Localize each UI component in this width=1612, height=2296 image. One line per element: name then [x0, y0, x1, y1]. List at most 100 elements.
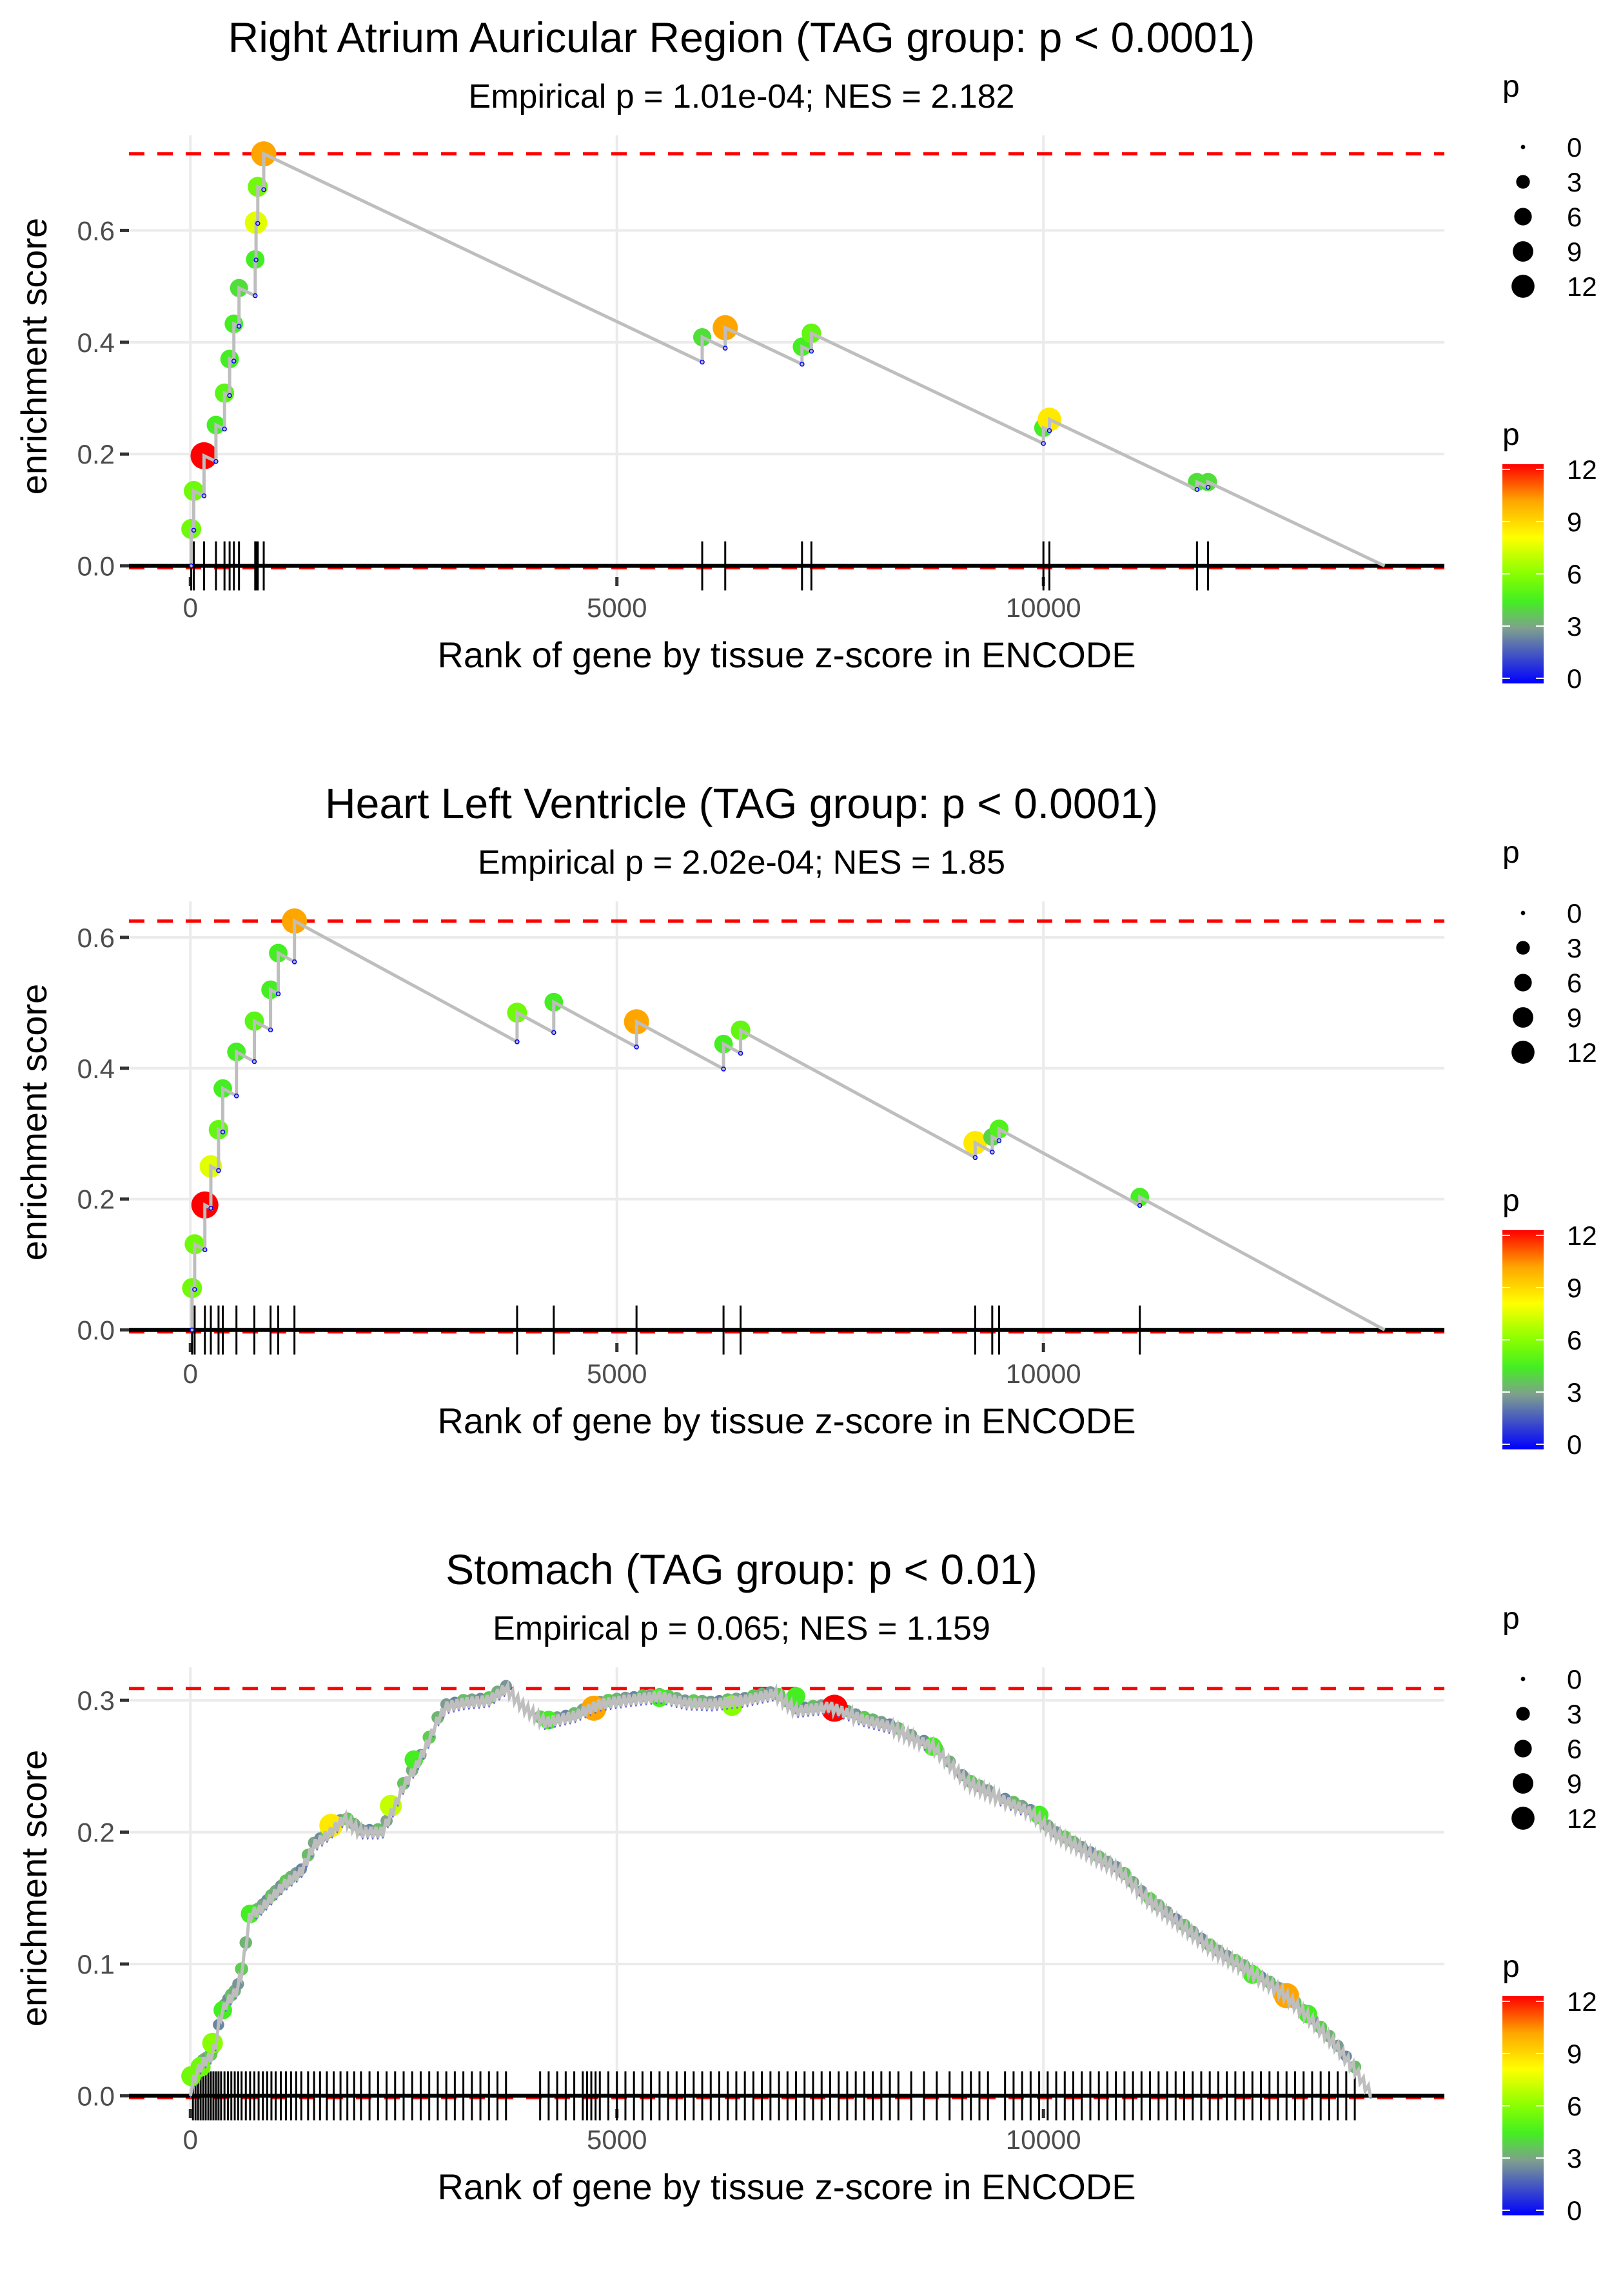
size-legend-label: 12: [1567, 1803, 1597, 1834]
color-legend-label: 6: [1567, 2091, 1582, 2121]
base-point: [1137, 1202, 1143, 1208]
chart-subtitle: Empirical p = 2.02e-04; NES = 1.85: [477, 844, 1005, 881]
color-legend-title: p: [1502, 418, 1520, 452]
base-point: [222, 426, 227, 432]
size-legend-key: [1511, 275, 1535, 298]
panel-heart-left-ventricle: Heart Left Ventricle (TAG group: p < 0.0…: [0, 766, 1612, 1530]
color-legend-label: 3: [1567, 2143, 1582, 2173]
y-tick-label: 0.2: [77, 439, 115, 469]
y-tick-label: 0.4: [77, 328, 115, 358]
es-line-shadow: [190, 1685, 1372, 2099]
base-point: [515, 1039, 520, 1045]
base-point: [1047, 428, 1052, 433]
color-legend-label: 9: [1567, 2039, 1582, 2069]
size-legend-label: 9: [1567, 1003, 1582, 1033]
color-legend: p 12 9 6 3 0: [1502, 418, 1597, 694]
enrichment-plot: 0.0 0.1 0.2 0.3 0 5000 10000 Rank of gene by ti…: [14, 1602, 1597, 2226]
base-point: [208, 1206, 213, 1211]
size-legend-key: [1513, 1007, 1533, 1028]
color-legend-label: 12: [1567, 455, 1597, 485]
y-tick-label: 0.6: [77, 215, 115, 246]
y-tick-label: 0.1: [77, 1949, 115, 1979]
base-point: [990, 1150, 995, 1155]
color-legend-label: 0: [1567, 2195, 1582, 2226]
y-tick-label: 0.4: [77, 1054, 115, 1084]
base-point: [972, 1155, 978, 1161]
base-point: [261, 187, 266, 192]
size-legend-title: p: [1502, 70, 1520, 104]
size-legend-key: [1511, 1041, 1535, 1064]
color-legend-label: 9: [1567, 1273, 1582, 1303]
base-point: [253, 257, 259, 262]
color-legend: p 12 9 6 3 0: [1502, 1184, 1597, 1460]
base-point: [202, 1247, 208, 1253]
size-legend-label: 3: [1567, 167, 1582, 197]
size-legend-key: [1520, 144, 1526, 150]
es-line: [188, 1680, 1372, 2098]
base-point: [634, 1045, 639, 1050]
base-point: [738, 1050, 743, 1056]
y-tick-label: 0.6: [77, 923, 115, 953]
size-legend-label: 9: [1567, 237, 1582, 267]
x-axis-title: Rank of gene by tissue z-score in ENCODE: [437, 2166, 1135, 2207]
base-point: [1194, 487, 1200, 492]
size-legend-title: p: [1502, 836, 1520, 870]
x-tick-label: 10000: [1006, 593, 1081, 623]
base-point: [191, 527, 197, 533]
base-point: [216, 1168, 221, 1173]
base-point: [996, 1138, 1002, 1143]
base-point: [213, 458, 219, 464]
color-legend-title: p: [1502, 1184, 1520, 1218]
x-tick-label: 0: [183, 593, 198, 623]
x-tick-label: 10000: [1006, 2124, 1081, 2155]
chart-subtitle: Empirical p = 1.01e-04; NES = 2.182: [468, 78, 1015, 115]
size-legend-key: [1516, 175, 1530, 189]
color-legend-label: 0: [1567, 1429, 1582, 1460]
chart-title: Stomach (TAG group: p < 0.01): [446, 1545, 1037, 1593]
base-point: [551, 1030, 556, 1035]
es-line: [190, 918, 1386, 1332]
base-point: [227, 393, 232, 398]
color-legend-label: 0: [1567, 663, 1582, 694]
base-point: [255, 221, 260, 226]
enrichment-plot: 0.0 0.2 0.4 0.6 0 5000 10000 Rank of gene by ti…: [14, 836, 1597, 1460]
base-point: [275, 991, 281, 997]
base-point: [1205, 485, 1211, 490]
base-point: [251, 1059, 257, 1065]
size-legend-key: [1513, 1773, 1533, 1794]
base-point: [253, 293, 258, 299]
size-legend-key: [1516, 941, 1530, 955]
size-legend-label: 0: [1567, 132, 1582, 162]
x-axis-title: Rank of gene by tissue z-score in ENCODE: [437, 634, 1135, 675]
base-point: [190, 1327, 195, 1333]
y-tick-label: 0.0: [77, 2081, 115, 2112]
y-tick-label: 0.0: [77, 1315, 115, 1346]
size-legend: p 0 3 6 9 12: [1502, 70, 1597, 302]
y-tick-label: 0.3: [77, 1685, 115, 1716]
size-legend-key: [1513, 241, 1533, 262]
base-point: [192, 1287, 197, 1292]
color-legend-label: 12: [1567, 1221, 1597, 1251]
color-legend-label: 3: [1567, 611, 1582, 642]
x-tick-label: 10000: [1006, 1359, 1081, 1389]
base-point: [1041, 441, 1046, 446]
panel-right-atrium: Right Atrium Auricular Region (TAG group…: [0, 0, 1612, 764]
chart-title: Heart Left Ventricle (TAG group: p < 0.0…: [325, 780, 1158, 827]
size-legend-label: 6: [1567, 968, 1582, 998]
base-point: [721, 1066, 726, 1072]
enrichment-plot: 0.0 0.2 0.4 0.6 0 5000 10000 Rank of gene by ti…: [14, 70, 1597, 694]
size-legend-label: 9: [1567, 1769, 1582, 1799]
panel-stomach: Stomach (TAG group: p < 0.01) Empirical …: [0, 1532, 1612, 2296]
color-legend-title: p: [1502, 1950, 1520, 1984]
y-tick-label: 0.2: [77, 1184, 115, 1215]
size-legend-label: 3: [1567, 1699, 1582, 1729]
x-tick-label: 5000: [587, 593, 647, 623]
size-legend-label: 0: [1567, 898, 1582, 928]
size-legend-title: p: [1502, 1602, 1520, 1636]
y-tick-label: 0.2: [77, 1818, 115, 1848]
base-point: [800, 362, 805, 367]
x-tick-label: 5000: [587, 1359, 647, 1389]
base-point: [236, 324, 242, 329]
base-point: [220, 1130, 226, 1135]
size-legend-key: [1516, 1707, 1530, 1721]
